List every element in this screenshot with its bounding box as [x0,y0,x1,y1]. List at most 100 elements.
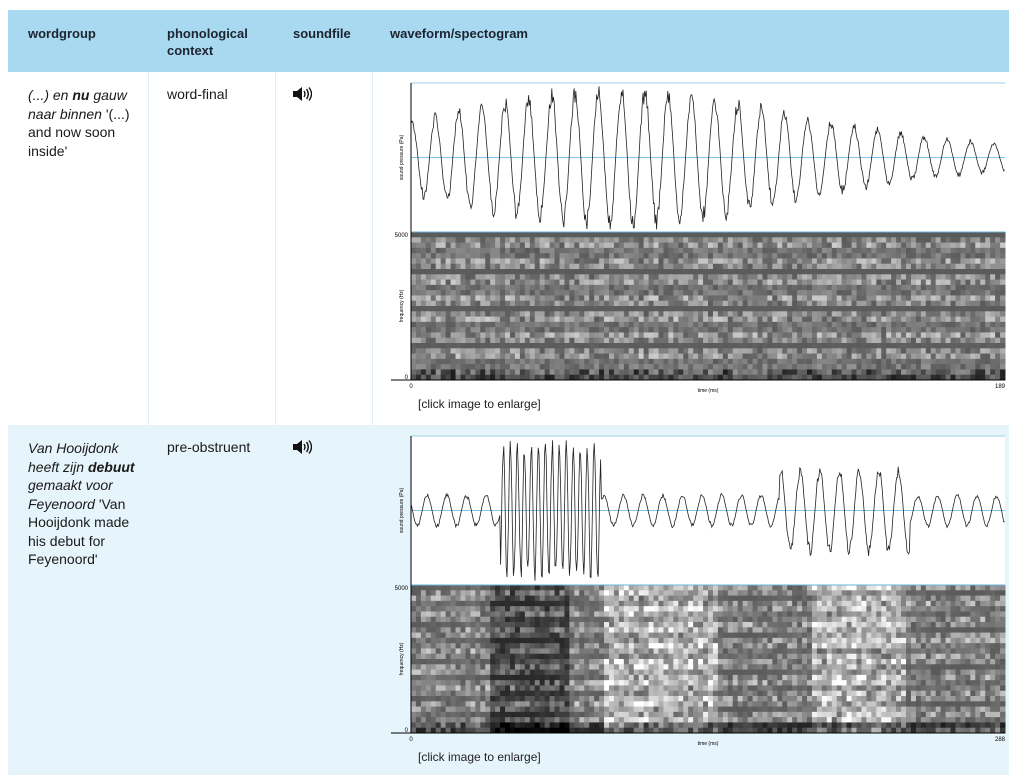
spectrogram-cell [985,248,990,254]
spectrogram-cell [560,617,565,623]
spectrogram-cell [599,664,604,670]
spectrogram-cell [604,306,609,312]
spectrogram-cell [619,274,624,280]
spectrogram-cell [876,348,881,354]
spectrogram-cell [802,301,807,307]
spectrogram-cell [431,617,436,623]
spectrogram-cell [683,685,688,691]
spectrogram-cell [520,633,525,639]
spectrogram-cell [426,311,431,317]
spectrogram-cell [451,285,456,291]
spectrogram-cell [644,617,649,623]
spectrogram-cell [906,248,911,254]
spectrogram-cell [480,306,485,312]
spectrogram-cell [852,301,857,307]
spectrogram-cell [480,338,485,344]
spectrogram-cell [456,617,461,623]
spectrogram-cell [886,248,891,254]
waveform-spectrogram[interactable]: sound pressure (Pa)frequency (Hz)500000t… [383,431,1008,776]
spectrogram-cell [535,354,540,360]
spectrogram-cell [490,606,495,612]
spectrogram-cell [629,590,634,596]
spectrogram-cell [550,596,555,602]
spectrogram-cell [951,248,956,254]
spectrogram-cell [644,633,649,639]
spectrogram-cell [787,327,792,333]
spectrogram-cell [461,627,466,633]
spectrogram-cell [985,258,990,264]
spectrogram-cell [589,332,594,338]
spectrogram-cell [649,369,654,375]
spectrogram-cell [446,627,451,633]
spectrogram-cell [594,675,599,681]
spectrogram-cell [634,585,639,591]
sound-button[interactable] [292,86,312,107]
spectrogram-cell [579,707,584,713]
spectrogram-cell [520,712,525,718]
spectrogram-cell [520,717,525,723]
spectrogram-cell [748,338,753,344]
spectrogram-cell [416,648,421,654]
spectrogram-cell [866,322,871,328]
spectrogram-cell [545,327,550,333]
spectrogram-cell [703,369,708,375]
spectrogram-cell [584,253,589,259]
spectrogram-cell [545,601,550,607]
spectrogram-cell [624,717,629,723]
spectrogram-cell [475,354,480,360]
spectrogram-cell [579,317,584,323]
spectrogram-cell [480,627,485,633]
enlarge-caption[interactable]: [click image to enlarge] [418,397,541,411]
sound-button[interactable] [292,439,312,460]
spectrogram-cell [852,253,857,259]
spectrogram-cell [946,364,951,370]
spectrogram-cell [975,243,980,249]
spectrogram-cell [876,354,881,360]
spectrogram-cell [762,232,767,238]
spectrogram-cell [629,670,634,676]
spectrogram-cell [990,248,995,254]
spectrogram-cell [802,248,807,254]
spectrogram-cell [876,264,881,270]
waveform-spectrogram[interactable]: sound pressure (Pa)frequency (Hz)500000t… [383,78,1008,423]
spectrogram-cell [431,675,436,681]
spectrogram-cell [649,691,654,697]
spectrogram-cell [847,338,852,344]
spectrogram-cell [876,338,881,344]
spectrogram-cell [807,327,812,333]
spectrogram-cell [461,348,466,354]
spectrogram-cell [688,717,693,723]
spectrogram-cell [827,332,832,338]
spectrogram-cell [609,627,614,633]
spectrogram-cell [916,338,921,344]
spectrogram-cell [941,311,946,317]
spectrogram-cell [446,617,451,623]
spectrogram-cell [584,322,589,328]
spectrogram-cell [663,290,668,296]
spectrogram-cell [411,633,416,639]
spectrogram-cell [436,232,441,238]
spectrogram-cell [931,348,936,354]
spectrogram-cell [426,617,431,623]
column-divider [148,72,149,425]
spectrogram-cell [960,248,965,254]
spectrogram-cell [441,280,446,286]
spectrogram-cell [817,338,822,344]
spectrogram-cell [663,712,668,718]
spectrogram-cell [456,585,461,591]
spectrogram-cell [579,285,584,291]
spectrogram-cell [614,248,619,254]
spectrogram-cell [762,274,767,280]
spectrogram-cell [510,306,515,312]
spectrogram-cell [579,332,584,338]
spectrogram-cell [886,253,891,259]
spectrogram-cell [451,717,456,723]
spectrogram-cell [886,338,891,344]
spectrogram-cell [980,243,985,249]
spectrogram-cell [480,317,485,323]
spectrogram-cell [510,338,515,344]
spectrogram-cell [416,317,421,323]
spectrogram-cell [946,343,951,349]
spectrogram-cell [535,701,540,707]
spectrogram-cell [545,264,550,270]
